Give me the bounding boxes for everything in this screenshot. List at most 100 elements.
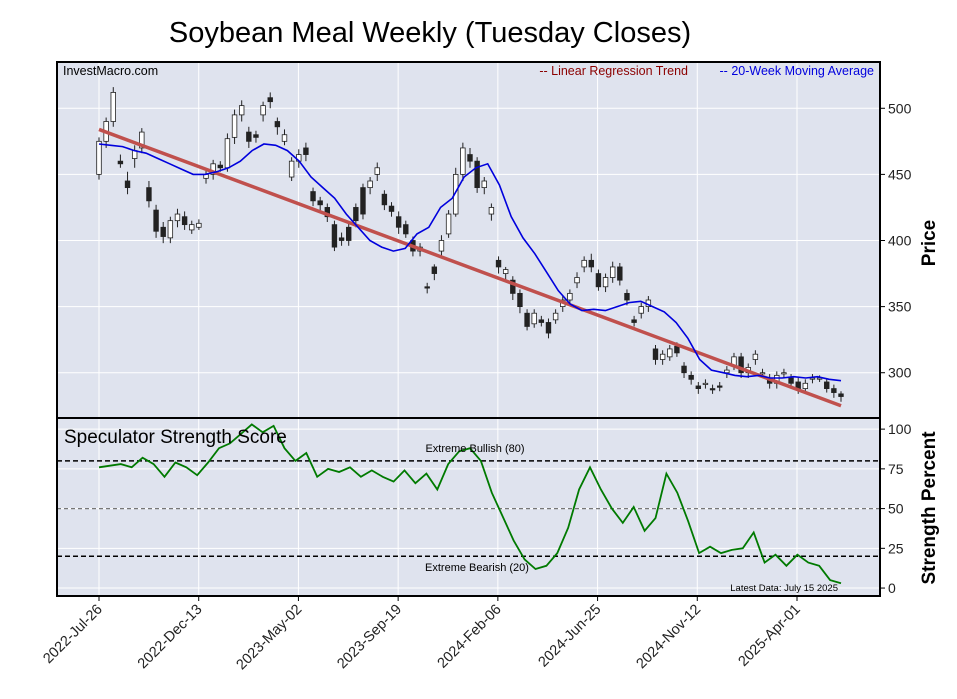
candle	[210, 159, 216, 180]
candle-body	[824, 381, 830, 389]
candle-body	[124, 180, 131, 189]
score-tick-label: 75	[888, 461, 904, 477]
legend-moving-average: -- 20-Week Moving Average	[720, 64, 875, 78]
candle	[174, 208, 181, 228]
candle	[338, 232, 345, 246]
candle	[467, 147, 473, 168]
price-tick-label: 500	[888, 100, 912, 116]
candle-body	[517, 292, 523, 308]
candle	[667, 344, 673, 361]
legend-regression: -- Linear Regression Trend	[539, 64, 688, 78]
candle	[346, 223, 352, 246]
candle-body	[388, 205, 395, 212]
candle-body	[688, 374, 694, 380]
candle-body	[189, 224, 195, 231]
candle	[659, 350, 666, 365]
candle-body	[752, 353, 759, 360]
candle-body	[609, 266, 616, 278]
candle	[146, 181, 152, 208]
candle	[331, 220, 338, 252]
candle-body	[238, 105, 245, 116]
candle-body	[588, 259, 594, 268]
candle-body	[502, 269, 509, 274]
candle-body	[167, 220, 174, 239]
score-axis: 0 25 50 75 100	[880, 421, 912, 596]
candle-body	[253, 134, 259, 138]
candle-body	[617, 266, 623, 281]
candle	[609, 261, 616, 283]
candle-body	[424, 286, 430, 289]
candle	[488, 203, 495, 221]
candle-body	[574, 277, 580, 284]
candle-body	[738, 356, 744, 374]
moving-average-line	[98, 143, 842, 382]
candle-body	[281, 134, 288, 142]
candle	[695, 381, 702, 394]
candle-body	[146, 187, 152, 202]
candle-body	[260, 105, 266, 116]
candle	[717, 381, 723, 392]
candle	[824, 378, 830, 393]
candle	[431, 264, 438, 281]
candle-body	[624, 292, 630, 301]
candle-body	[274, 121, 281, 128]
candle	[438, 235, 445, 257]
candle-body	[181, 216, 188, 226]
candle-body	[674, 345, 680, 354]
price-grid	[57, 62, 880, 419]
chart-title: Soybean Meal Weekly (Tuesday Closes)	[169, 17, 691, 49]
x-tick-label: 2022-Dec-13	[135, 602, 206, 673]
candle-body	[831, 388, 837, 393]
candle	[595, 269, 602, 291]
candle-body	[838, 393, 844, 397]
candle	[681, 362, 687, 379]
candle-body	[445, 213, 452, 235]
candle-body	[681, 365, 687, 374]
candle	[552, 309, 559, 324]
candle	[139, 128, 145, 154]
candle	[303, 142, 309, 162]
price-tick-label: 450	[888, 166, 912, 182]
candle-body	[510, 279, 516, 294]
candle-body	[567, 292, 573, 301]
candle-body	[288, 160, 295, 178]
candle	[588, 253, 594, 273]
candle-body	[310, 191, 316, 202]
candle	[224, 133, 231, 172]
candle	[688, 371, 694, 385]
candle	[424, 282, 430, 294]
candle	[403, 220, 409, 238]
score-grid	[57, 418, 880, 596]
candle	[631, 315, 637, 327]
candle	[538, 315, 545, 327]
candle	[581, 256, 587, 273]
candle	[110, 87, 116, 127]
score-tick-label: 50	[888, 501, 904, 517]
candle-body	[353, 207, 359, 222]
candle-body	[139, 131, 145, 149]
x-tick-label: 2025-Apr-01	[736, 602, 804, 670]
x-tick-label: 2022-Jul-26	[40, 602, 105, 667]
candle	[274, 117, 281, 135]
candle-body	[96, 140, 102, 175]
candle	[502, 266, 509, 281]
candle-body	[174, 213, 181, 222]
candle-body	[495, 259, 502, 268]
score-tick-label: 0	[888, 580, 896, 596]
candle	[167, 216, 174, 244]
candle-body	[695, 385, 702, 389]
price-tick-label: 350	[888, 299, 912, 315]
candle	[495, 256, 502, 274]
candle-body	[538, 319, 545, 323]
price-axis: 300 350 400 450 500	[880, 100, 912, 381]
candle	[738, 352, 744, 379]
candle	[267, 92, 273, 109]
candle	[481, 177, 487, 195]
candle-body	[231, 114, 238, 138]
candle	[445, 210, 452, 238]
candle-body	[595, 273, 602, 288]
regression-trend-line	[98, 127, 842, 408]
candle	[617, 262, 623, 286]
reference-lines	[57, 460, 880, 558]
